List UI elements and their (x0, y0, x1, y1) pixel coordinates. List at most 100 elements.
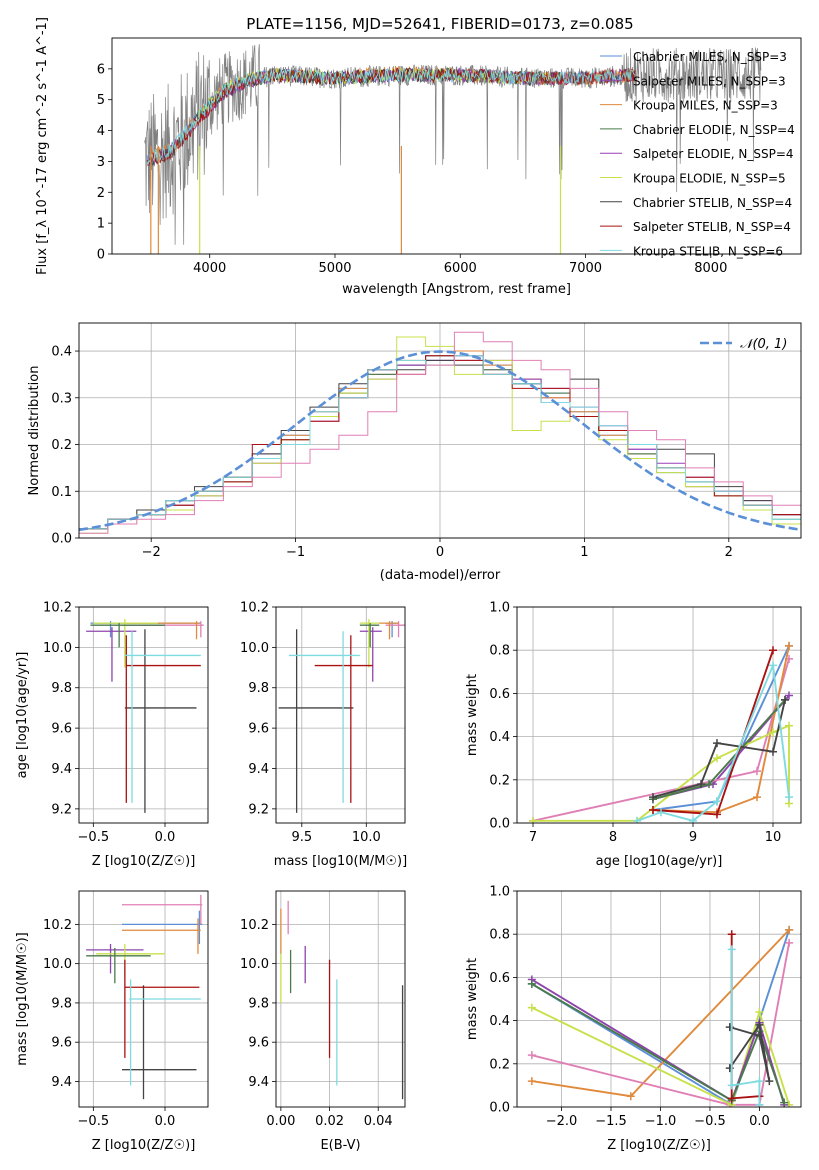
x-tick-label: 5000 (318, 261, 351, 276)
y-tick-label: 1.0 (489, 601, 510, 616)
weight-marker (649, 806, 657, 815)
y-tick-label: 10.2 (240, 918, 269, 933)
x-tick-label: 10 (765, 830, 782, 845)
y-tick-label: 9.2 (51, 802, 72, 817)
y-tick-label: 9.2 (248, 802, 269, 817)
weight-line-3 (531, 942, 791, 1106)
axes-frame (78, 322, 802, 539)
y-tick-label: 9.8 (248, 681, 269, 696)
x-tick-label: 6000 (444, 261, 477, 276)
y-tick-label: 0.1 (51, 485, 72, 500)
weight-marker (713, 810, 721, 819)
plot-area (529, 641, 793, 823)
chart-mass-vs-ebv: 0.00 0.02 0.04 9.4 9.6 9.8 10.0 10.2 E(B-V) (240, 890, 406, 1153)
axes-frame (78, 606, 209, 824)
x-tick-label: −2 (142, 545, 161, 560)
y-tick-label: 0.2 (489, 1057, 510, 1072)
x-tick-label: −1 (286, 545, 305, 560)
x-tick-label: 0.0 (749, 1114, 770, 1129)
axes-frame (516, 606, 802, 824)
axes-frame (516, 890, 802, 1108)
x-tick-label: 7000 (569, 261, 602, 276)
weight-marker (753, 793, 761, 802)
axes-frame (275, 890, 406, 1108)
y-tick-label: 4 (97, 124, 105, 139)
weight-marker (529, 816, 537, 823)
weight-marker (727, 1094, 736, 1103)
y-tick-label: 0.8 (489, 644, 510, 659)
x-tick-label: 1 (580, 545, 588, 560)
legend-label: Salpeter MILES, N_SSP=3 (633, 74, 786, 88)
x-tick-label: 0.0 (155, 1114, 176, 1129)
weight-marker (713, 797, 721, 806)
weight-line-4 (652, 645, 790, 814)
x-axis-label: Z [log10(Z/Z☉)] (92, 1138, 196, 1153)
x-tick-label: 8000 (694, 261, 727, 276)
weight-marker (785, 691, 793, 700)
weight-marker (785, 925, 794, 934)
x-axis-label: wavelength [Angstrom, rest frame] (342, 282, 571, 297)
legend-label: Salpeter ELODIE, N_SSP=4 (633, 147, 794, 161)
x-tick-label: 0.04 (364, 1114, 393, 1129)
x-axis-label: mass [log10(M/M☉)] (274, 854, 407, 869)
weight-marker (713, 754, 721, 763)
weight-marker (769, 661, 777, 670)
chart-weight-vs-Z: −2.0 −1.5 −1.0 −0.5 0.0 0.0 0.2 0.4 0.6 0.8 1.0 Z [… (465, 885, 802, 1153)
y-tick-label: 9.4 (248, 762, 269, 777)
legend-label: Salpeter STELIB, N_SSP=4 (633, 220, 791, 234)
x-axis-label: E(B-V) (320, 1138, 360, 1153)
x-tick-label: 10.0 (352, 830, 381, 845)
x-tick-label: 0 (436, 545, 444, 560)
legend-label: Kroupa STELIB, N_SSP=6 (633, 244, 783, 258)
legend-label: Chabrier ELODIE, N_SSP=4 (633, 123, 795, 137)
y-tick-label: 9.4 (51, 1075, 72, 1090)
legend-label: Kroupa ELODIE, N_SSP=5 (633, 172, 786, 186)
weight-marker (755, 1077, 764, 1086)
x-tick-label: 2 (725, 545, 733, 560)
x-axis-label: Z [log10(Z/Z☉)] (607, 1138, 711, 1153)
legend-label: Kroupa MILES, N_SSP=3 (633, 99, 778, 113)
y-axis-label: mass weight (465, 674, 480, 756)
y-tick-label: 10.0 (240, 957, 269, 972)
weight-line-7 (652, 699, 786, 799)
y-tick-label: 0.0 (51, 532, 72, 547)
weight-marker (657, 808, 665, 817)
axes-frame (275, 606, 406, 824)
model-line-9 (146, 67, 636, 166)
gaussian-curve (79, 350, 801, 532)
y-tick-label: 5 (97, 93, 105, 108)
x-tick-label: −1.5 (595, 1114, 627, 1129)
x-tick-label: 7 (529, 830, 537, 845)
y-tick-label: 1 (97, 217, 105, 232)
weight-marker (626, 1092, 635, 1101)
figure-title: PLATE=1156, MJD=52641, FIBERID=0173, z=0… (246, 15, 633, 33)
x-tick-label: 9 (689, 830, 697, 845)
weight-marker (755, 1020, 764, 1029)
plot-area (86, 619, 204, 813)
chart-weight-vs-age: 7 8 9 10 0.0 0.2 0.4 0.6 0.8 1.0 age [log10(age/yr… (465, 601, 802, 869)
weight-marker (755, 1100, 764, 1107)
y-tick-label: 0.3 (51, 391, 72, 406)
y-tick-label: 10.0 (43, 641, 72, 656)
weight-marker (755, 1031, 764, 1040)
legend-label: 𝒩(0, 1) (740, 337, 787, 352)
x-tick-label: −0.5 (78, 1114, 110, 1129)
y-tick-label: 9.8 (51, 681, 72, 696)
x-tick-label: −0.5 (78, 830, 110, 845)
axes-frame (78, 890, 209, 1108)
chart-spectrum: 4000 5000 6000 7000 8000 0 1 2 3 4 5 6 wavelength [A… (35, 17, 802, 297)
chart-age-vs-Z: −0.5 0.0 9.2 9.4 9.6 9.8 10.0 10.2 Z [log10(Z/Z☉… (15, 601, 209, 869)
y-axis-label: mass [log10(M/M☉)] (15, 932, 30, 1065)
y-tick-label: 9.6 (51, 1036, 72, 1051)
y-tick-label: 0.0 (489, 817, 510, 832)
weight-marker (785, 793, 793, 802)
weight-marker (769, 646, 777, 655)
weight-marker (769, 728, 777, 737)
y-axis-label: age [log10(age/yr)] (15, 652, 30, 779)
x-tick-label: 0.02 (315, 1114, 344, 1129)
y-tick-label: 0.2 (51, 438, 72, 453)
x-tick-label: −1.0 (645, 1114, 677, 1129)
weight-marker (785, 938, 794, 947)
weight-line-9 (730, 949, 761, 1105)
y-tick-label: 0.6 (489, 687, 510, 702)
